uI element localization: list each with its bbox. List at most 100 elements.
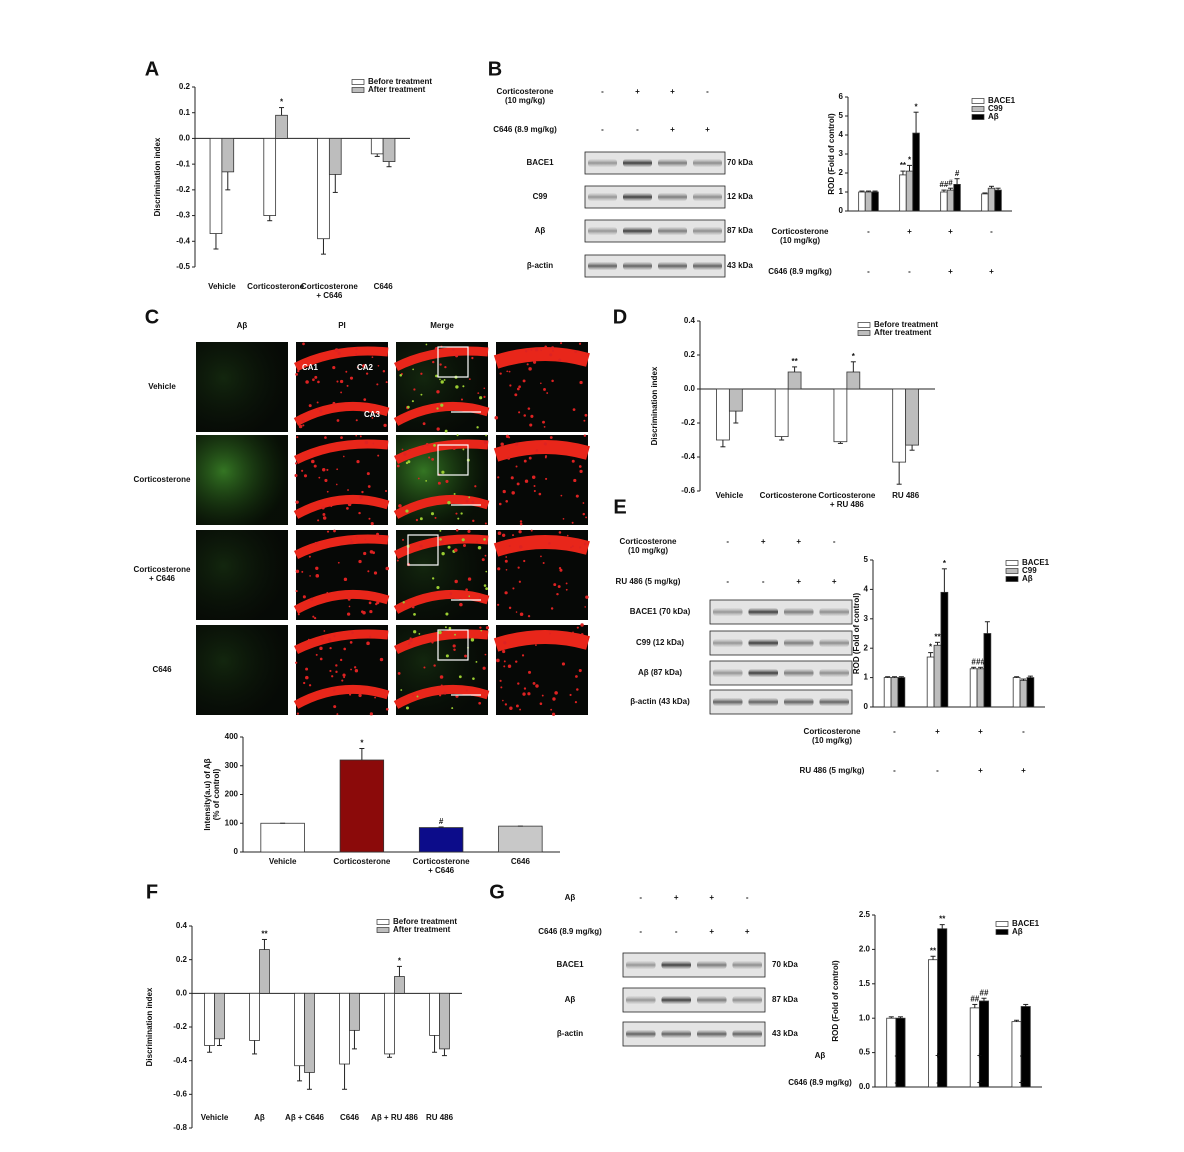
blot-band [697, 996, 727, 1004]
bar [339, 759, 385, 853]
blot-size-label: 43 kDa [772, 1029, 798, 1038]
x-tick-label: Vehicle [201, 1113, 229, 1122]
cell-layer [293, 534, 390, 614]
legend-label: C99 [1022, 566, 1037, 575]
cell-layer [293, 439, 390, 519]
bar [978, 1000, 989, 1088]
cell-layer [393, 534, 490, 614]
cell-dot [439, 363, 442, 366]
legend-swatch [376, 927, 390, 933]
cell-dot [519, 545, 523, 549]
y-tick-label: 3 [864, 614, 869, 623]
x-tick-label: Aβ + C646 [285, 1113, 324, 1122]
cell-dot [484, 554, 487, 557]
bar [382, 138, 396, 162]
bar [833, 388, 848, 443]
cell-dot [335, 670, 338, 674]
cell-layer [393, 346, 490, 426]
significance-label: * [360, 739, 364, 748]
cell-dot [528, 367, 532, 371]
blot-strip [584, 219, 726, 243]
cell-dot [366, 641, 370, 646]
cell-dot [329, 669, 332, 673]
y-tick-label: 0.4 [684, 316, 696, 325]
condition-sign: + [832, 577, 837, 586]
x-tick-label: RU 486 [892, 491, 920, 500]
blot-row-label: BACE1 (70 kDa) [630, 607, 691, 616]
condition-sign: + [745, 927, 750, 936]
blot-size-label: 12 kDa [727, 192, 753, 201]
error-bar [1014, 1019, 1020, 1022]
cell-dot [524, 349, 528, 353]
cell-dot [319, 646, 323, 651]
cell-dot [445, 479, 449, 483]
condition-label: C646 (8.9 mg/kg) [493, 125, 557, 134]
cell-dot [342, 673, 346, 677]
error-bar [1027, 675, 1033, 678]
cell-dot [308, 555, 311, 558]
cell-dot [382, 370, 386, 373]
bar [260, 822, 305, 853]
cell-dot [403, 452, 407, 456]
cell-dot [326, 468, 329, 471]
blot-band [693, 227, 722, 235]
y-axis-label: ROD (Fold of control) [831, 960, 840, 1042]
cell-dot [509, 384, 512, 387]
cell-dot [305, 667, 309, 671]
condition-sign: + [709, 893, 714, 902]
cell-dot [337, 561, 340, 564]
y-tick-label: 100 [225, 818, 239, 827]
blot-band [588, 262, 617, 270]
cell-dot [539, 702, 543, 705]
cell-dot [478, 701, 482, 705]
cell-dot [321, 506, 325, 510]
condition-label: Corticosterone (10 mg/kg) [620, 537, 677, 555]
cell-dot [402, 601, 405, 604]
blot-strip [584, 185, 726, 209]
error-bar [252, 1040, 258, 1055]
micrograph [493, 623, 590, 716]
cell-dot [399, 373, 403, 377]
cell-dot [475, 660, 478, 663]
y-tick-label: 0.0 [179, 134, 191, 143]
cell-dot [535, 644, 537, 646]
cell-dot [308, 684, 312, 687]
cell-dot [415, 518, 419, 522]
bar [969, 668, 978, 708]
y-tick-label: 0 [234, 847, 239, 856]
condition-label: Aβ [815, 1051, 826, 1060]
cell-dot [379, 657, 384, 662]
error-bar [872, 190, 878, 192]
condition-sign: + [1021, 766, 1026, 775]
cell-dot [317, 519, 320, 522]
y-tick-label: 0.0 [859, 1082, 871, 1091]
blot-row-label: BACE1 [526, 158, 554, 167]
blot-band [626, 1030, 656, 1038]
cell-dot [377, 364, 380, 367]
condition-sign: - [893, 727, 896, 736]
error-bar [1014, 676, 1020, 678]
cell-dot [519, 522, 523, 526]
condition-sign: - [833, 537, 836, 546]
cell-dot [532, 681, 536, 685]
condition-sign: + [796, 577, 801, 586]
cell-dot [413, 630, 417, 634]
blot-band [697, 1030, 727, 1038]
cell-dot [355, 347, 358, 351]
cell-dot [445, 612, 449, 616]
blot-row-label: C99 (12 kDa) [636, 638, 684, 647]
significance-label: ** [791, 357, 798, 366]
x-tick-label: Vehicle [269, 857, 297, 866]
error-bar [897, 1016, 903, 1019]
cell-dot [368, 517, 371, 520]
cell-dot [355, 353, 358, 356]
cell-dot [413, 612, 416, 616]
blot-band [732, 996, 762, 1004]
cell-dot [365, 372, 369, 375]
cell-dot [540, 555, 542, 558]
cell-dot [444, 626, 447, 629]
cell-dot [363, 551, 367, 556]
blot-band [748, 639, 778, 647]
bar [370, 138, 384, 155]
cell-dot [472, 519, 475, 523]
